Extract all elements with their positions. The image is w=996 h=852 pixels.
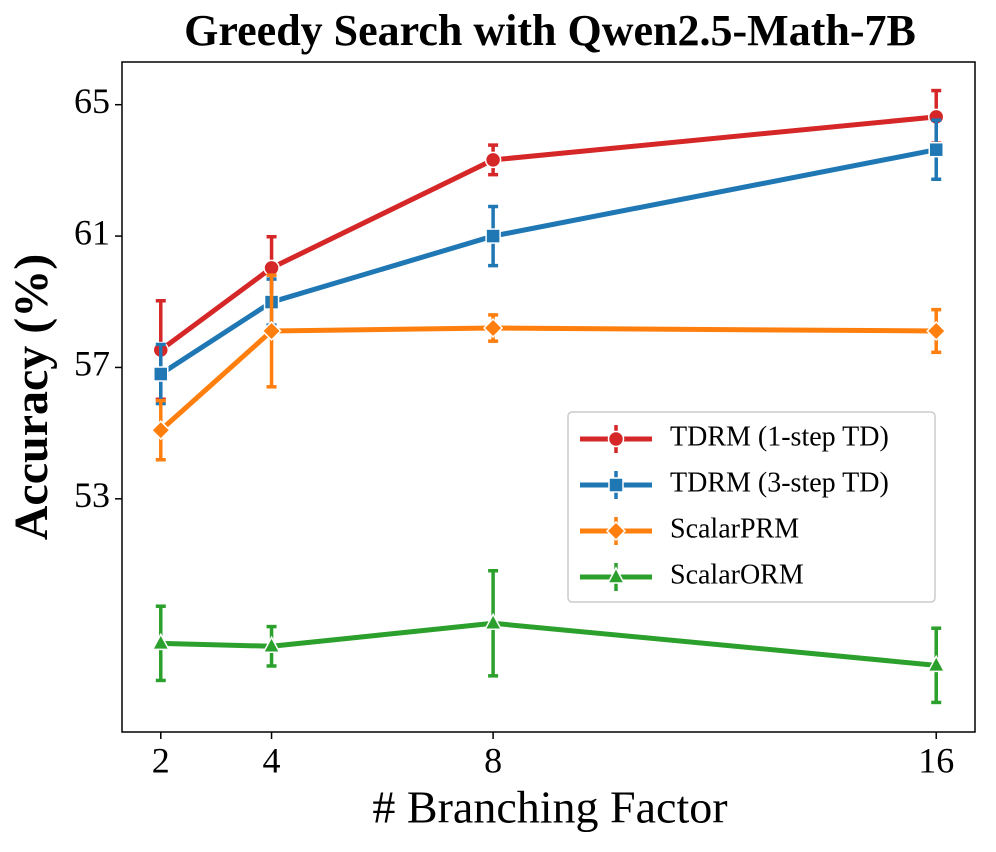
marker — [262, 635, 281, 654]
marker — [261, 320, 282, 342]
y-tick-label: 61 — [74, 212, 110, 252]
plot-frame — [121, 61, 976, 733]
y-tick-label: 53 — [74, 475, 110, 515]
marker — [483, 612, 503, 631]
marker — [928, 141, 944, 158]
legend-label: TDRM (1-step TD) — [670, 421, 889, 452]
marker — [607, 430, 625, 448]
marker — [926, 320, 947, 342]
legend-label: ScalarORM — [670, 559, 804, 590]
marker — [608, 477, 624, 493]
x-axis-label: # Branching Factor — [372, 782, 727, 833]
y-tick-label: 65 — [74, 81, 110, 121]
legend-box — [567, 411, 936, 603]
marker — [605, 520, 627, 542]
marker — [150, 420, 171, 441]
x-tick-label: 16 — [918, 740, 954, 780]
marker — [484, 151, 502, 169]
marker — [483, 317, 504, 339]
legend-label: TDRM (3-step TD) — [670, 467, 889, 498]
y-axis-label: Accuracy (%) — [5, 254, 58, 541]
chart-title: Greedy Search with Qwen2.5-Math-7B — [184, 6, 916, 55]
series-line — [159, 114, 937, 353]
series-line — [159, 147, 937, 377]
marker — [606, 566, 626, 584]
series-line — [160, 620, 937, 668]
marker — [151, 632, 171, 651]
legend: TDRM (1-step TD) TDRM (3-step TD) ScalarPR… — [567, 411, 936, 603]
series-line — [159, 325, 937, 433]
x-tick-label: 8 — [484, 740, 502, 780]
legend-label: ScalarPRM — [670, 513, 799, 544]
marker — [485, 228, 501, 244]
marker — [263, 259, 280, 277]
x-tick-label: 2 — [152, 740, 170, 780]
marker — [926, 654, 946, 673]
y-tick-label: 57 — [74, 344, 110, 384]
x-tick-label: 4 — [263, 740, 281, 780]
marker — [153, 366, 169, 382]
